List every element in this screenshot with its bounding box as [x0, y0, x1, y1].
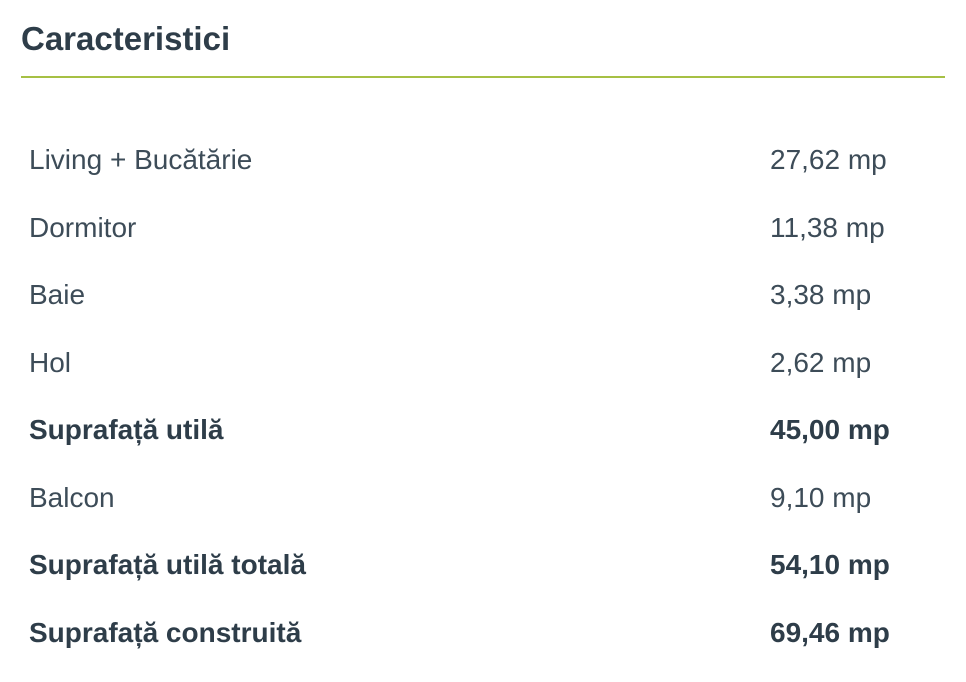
- feature-label: Suprafață utilă totală: [29, 549, 306, 580]
- table-row: Balcon 9,10 mp: [29, 464, 945, 532]
- table-row: Suprafață construită 69,46 mp: [29, 599, 945, 667]
- feature-value: 3,38 mp: [770, 279, 872, 310]
- table-row: Dormitor 11,38 mp: [29, 194, 945, 262]
- table-row: Hol 2,62 mp: [29, 329, 945, 397]
- table-row: Living + Bucătărie 27,62 mp: [29, 126, 945, 194]
- feature-value: 54,10 mp: [770, 549, 890, 580]
- feature-value: 27,62 mp: [770, 144, 887, 175]
- feature-label: Balcon: [29, 481, 115, 513]
- section-title: Caracteristici: [21, 20, 231, 57]
- table-row: Suprafață utilă totală 54,10 mp: [29, 531, 945, 599]
- feature-value: 2,62 mp: [770, 346, 872, 378]
- table-row: Suprafață utilă 45,00 mp: [29, 396, 945, 464]
- feature-label: Living + Bucătărie: [29, 144, 253, 175]
- feature-value: 45,00 mp: [770, 414, 890, 445]
- feature-label: Hol: [29, 346, 72, 378]
- feature-value: 69,46 mp: [770, 616, 890, 648]
- feature-label: Suprafață utilă: [29, 414, 224, 445]
- feature-label: Dormitor: [29, 211, 137, 243]
- feature-label: Baie: [29, 279, 86, 310]
- feature-value: 11,38 mp: [770, 211, 885, 243]
- characteristics-section: Caracteristici Living + Bucătărie 27,62 …: [21, 20, 945, 666]
- feature-label: Suprafață construită: [29, 616, 302, 648]
- feature-list: Living + Bucătărie 27,62 mp Dormitor 11,…: [21, 126, 945, 666]
- feature-value: 9,10 mp: [770, 481, 872, 513]
- section-divider: [21, 76, 945, 79]
- table-row: Baie 3,38 mp: [29, 261, 945, 329]
